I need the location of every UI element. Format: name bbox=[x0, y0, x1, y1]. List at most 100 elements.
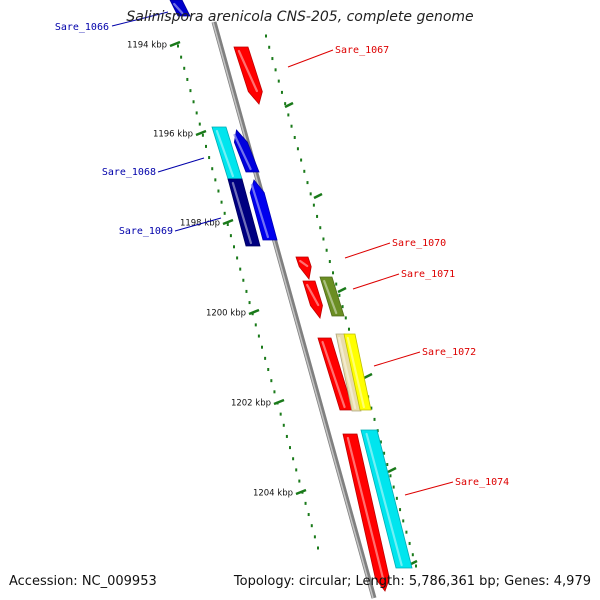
gene-feature bbox=[233, 129, 260, 173]
tick-label: 1204 kbp bbox=[253, 489, 293, 499]
tick-label: 1200 kbp bbox=[206, 309, 246, 319]
minor-tick bbox=[376, 429, 379, 433]
minor-tick bbox=[379, 440, 382, 444]
minor-tick bbox=[338, 293, 341, 297]
minor-tick bbox=[264, 356, 267, 360]
major-tick bbox=[273, 398, 285, 406]
minor-tick bbox=[242, 278, 245, 282]
genome-backbone bbox=[211, 21, 377, 599]
minor-tick bbox=[383, 451, 386, 455]
minor-tick bbox=[389, 474, 392, 478]
minor-tick bbox=[186, 77, 189, 81]
major-tick bbox=[195, 129, 207, 137]
minor-tick bbox=[180, 55, 183, 59]
minor-tick bbox=[280, 90, 283, 94]
minor-tick bbox=[290, 124, 293, 128]
minor-tick bbox=[303, 169, 306, 173]
tick-label: 1194 kbp bbox=[127, 41, 167, 51]
minor-tick bbox=[319, 226, 322, 230]
gene-feature bbox=[342, 433, 390, 592]
minor-tick bbox=[300, 158, 303, 162]
gene-feature bbox=[343, 333, 372, 411]
minor-tick bbox=[386, 463, 389, 467]
gene-feature bbox=[302, 280, 323, 319]
gene-highlight bbox=[338, 336, 357, 410]
minor-tick bbox=[313, 535, 316, 539]
minor-tick bbox=[312, 203, 315, 207]
gene-feature bbox=[335, 333, 362, 412]
minor-tick bbox=[335, 282, 338, 286]
minor-tick bbox=[274, 68, 277, 72]
gene-highlight bbox=[346, 336, 365, 409]
gene-feature bbox=[233, 46, 263, 105]
minor-tick bbox=[245, 289, 248, 293]
minor-tick bbox=[298, 479, 301, 483]
minor-tick bbox=[395, 496, 398, 500]
minor-tick bbox=[226, 222, 229, 226]
tick-label: 1196 kbp bbox=[153, 130, 193, 140]
gene-arrow-body bbox=[233, 129, 260, 173]
major-tick bbox=[222, 218, 234, 226]
minor-tick bbox=[373, 417, 376, 421]
minor-tick bbox=[208, 156, 211, 160]
minor-tick bbox=[205, 144, 207, 148]
minor-tick bbox=[405, 530, 408, 534]
minor-tick bbox=[341, 305, 344, 309]
gene-feature bbox=[169, 0, 191, 17]
minor-tick bbox=[254, 323, 257, 327]
minor-tick bbox=[217, 189, 220, 193]
gene-label: Sare_1068 bbox=[102, 167, 156, 178]
callout-line bbox=[404, 481, 454, 496]
minor-tick bbox=[317, 546, 319, 550]
gene-feature bbox=[360, 429, 413, 569]
callout-line bbox=[157, 157, 205, 173]
gene-arrow-body bbox=[295, 256, 312, 280]
gene-highlight bbox=[323, 279, 338, 315]
gene-highlight bbox=[233, 133, 252, 171]
minor-tick bbox=[248, 301, 251, 305]
minor-tick bbox=[370, 406, 373, 410]
minor-tick bbox=[239, 267, 242, 271]
gene-feature bbox=[295, 256, 312, 280]
callout-line bbox=[111, 11, 169, 27]
gene-label: Sare_1074 bbox=[455, 477, 509, 488]
minor-tick bbox=[415, 564, 417, 568]
minor-tick bbox=[309, 192, 312, 196]
minor-tick bbox=[306, 181, 309, 185]
gene-arrow-body bbox=[302, 280, 323, 319]
gene-highlight bbox=[250, 183, 269, 239]
major-tick bbox=[284, 101, 294, 109]
minor-tick bbox=[183, 66, 186, 70]
gene-label: Sare_1066 bbox=[55, 22, 109, 33]
minor-tick bbox=[402, 519, 405, 523]
minor-tick bbox=[304, 501, 307, 505]
major-tick bbox=[248, 308, 260, 316]
gene-callouts: Sare_1066 Sare_1067 Sare_1068 Sare_1069 Sare… bbox=[55, 11, 509, 496]
minor-tick bbox=[214, 178, 217, 182]
backbone-highlight bbox=[212, 21, 374, 599]
minor-tick bbox=[220, 200, 223, 204]
minor-tick bbox=[295, 468, 298, 472]
major-tick bbox=[313, 192, 323, 200]
gene-feature bbox=[227, 178, 261, 247]
minor-tick bbox=[408, 541, 411, 545]
gene-highlight bbox=[173, 2, 184, 15]
minor-tick bbox=[233, 245, 235, 249]
tick-label: 1202 kbp bbox=[231, 399, 271, 409]
minor-tick bbox=[328, 260, 331, 264]
minor-tick bbox=[236, 256, 239, 260]
gene-label: Sare_1067 bbox=[335, 45, 389, 56]
minor-tick bbox=[189, 89, 192, 93]
minor-tick bbox=[229, 234, 232, 238]
major-tick bbox=[363, 372, 373, 380]
gene-highlight bbox=[346, 436, 384, 580]
minor-tick bbox=[287, 113, 290, 117]
gene-highlight bbox=[306, 283, 320, 307]
genome-title: Salinispora arenicola CNS-205, complete … bbox=[126, 9, 474, 25]
callout-line bbox=[174, 217, 222, 232]
minor-tick bbox=[296, 147, 299, 151]
minor-tick bbox=[273, 390, 276, 394]
minor-tick bbox=[223, 211, 226, 215]
